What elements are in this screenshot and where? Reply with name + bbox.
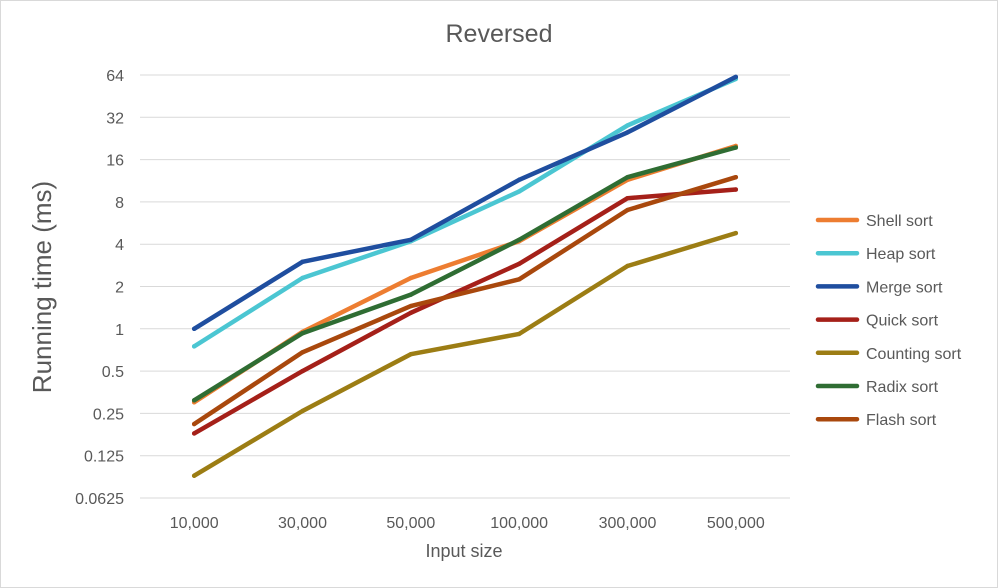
data-point <box>733 230 739 236</box>
data-point <box>300 350 305 355</box>
data-point <box>516 277 522 282</box>
x-tick-label: 100,000 <box>490 515 548 532</box>
series-line-radix-sort <box>191 145 739 403</box>
y-tick-label: 1 <box>115 322 124 339</box>
y-tick-label: 16 <box>106 153 124 170</box>
data-point <box>625 123 630 128</box>
data-point <box>516 331 522 337</box>
data-point <box>408 275 414 281</box>
data-point <box>733 145 739 150</box>
y-tick-label: 0.125 <box>84 449 124 466</box>
data-point <box>625 207 630 213</box>
legend-label: Flash sort <box>866 412 937 429</box>
series-lines <box>191 74 739 478</box>
data-point <box>300 408 305 414</box>
data-point <box>733 187 739 192</box>
data-point <box>300 275 305 281</box>
data-point <box>625 130 630 135</box>
legend-label: Shell sort <box>866 213 933 230</box>
x-tick-label: 500,000 <box>707 515 765 532</box>
series-line-heap-sort <box>191 76 739 349</box>
chart-title: Reversed <box>446 20 553 48</box>
data-point <box>408 237 414 242</box>
y-tick-label: 0.0625 <box>75 491 124 508</box>
data-point <box>300 259 305 264</box>
y-tick-label: 8 <box>115 195 124 212</box>
legend-label: Merge sort <box>866 279 943 296</box>
series-line-shell-sort <box>191 143 739 405</box>
data-point <box>191 326 197 331</box>
x-tick-label: 50,000 <box>386 515 435 532</box>
x-tick-label: 10,000 <box>170 515 219 532</box>
gridlines <box>140 74 790 499</box>
data-point <box>408 351 414 357</box>
data-point <box>733 74 739 80</box>
series-line-quick-sort <box>191 187 739 436</box>
data-point <box>625 174 630 180</box>
y-tick-label: 0.5 <box>102 364 124 381</box>
series-line-flash-sort <box>191 174 739 427</box>
series-line-counting-sort <box>191 230 739 478</box>
legend-label: Heap sort <box>866 246 936 263</box>
y-tick-label: 64 <box>106 68 124 85</box>
x-axis-label: Input size <box>425 541 502 561</box>
data-point <box>516 237 522 242</box>
x-tick-label: 300,000 <box>599 515 657 532</box>
data-point <box>408 292 414 297</box>
data-point <box>625 263 630 269</box>
y-tick-label: 0.25 <box>93 406 124 423</box>
data-point <box>191 431 197 436</box>
legend-label: Counting sort <box>866 346 962 363</box>
data-point <box>191 344 197 349</box>
y-axis-label: Running time (ms) <box>27 181 57 393</box>
data-point <box>300 368 305 374</box>
data-point <box>408 303 414 309</box>
data-point <box>300 331 305 336</box>
legend-label: Quick sort <box>866 313 939 330</box>
y-tick-label: 2 <box>115 280 124 297</box>
data-point <box>516 177 522 182</box>
data-point <box>191 473 197 478</box>
data-point <box>516 261 522 267</box>
series-line-merge-sort <box>191 74 739 332</box>
data-point <box>625 196 630 201</box>
data-point <box>408 310 414 315</box>
x-tick-label: 30,000 <box>278 515 327 532</box>
legend: Shell sort Heap sort Merge sort Quick sort C… <box>815 213 962 429</box>
legend-label: Radix sort <box>866 379 939 396</box>
data-point <box>191 421 197 427</box>
y-tick-labels: 0.0625 0.125 0.25 0.5 1 2 4 8 16 32 64 <box>75 68 124 508</box>
data-point <box>191 398 197 403</box>
data-point <box>516 189 522 194</box>
y-tick-label: 4 <box>115 237 124 254</box>
x-tick-labels: 10,000 30,000 50,000 100,000 300,000 500,000 <box>170 515 765 532</box>
y-tick-label: 32 <box>106 110 124 127</box>
data-point <box>733 174 739 180</box>
